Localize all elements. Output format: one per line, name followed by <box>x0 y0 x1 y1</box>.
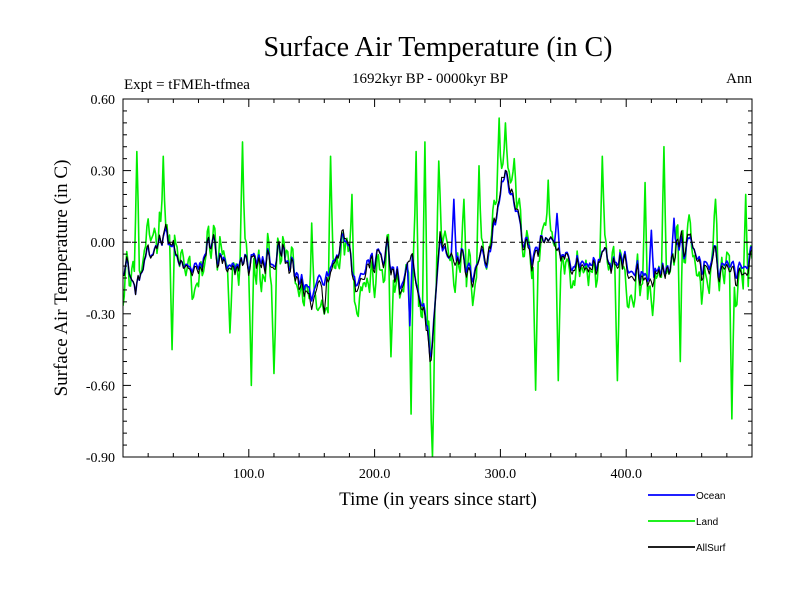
series-layer <box>123 117 752 457</box>
axes-layer: -0.90 -0.60 -0.30 0.00 0.30 0.60 100.0 200.0 300… <box>86 93 753 482</box>
series-line-allsurf <box>123 170 752 363</box>
expt-label: Expt = tFMEh-tfmea <box>124 77 250 93</box>
y-tick-label: -0.60 <box>86 379 115 394</box>
y-tick-label: -0.30 <box>86 308 115 323</box>
x-tick-label: 100.0 <box>233 467 265 482</box>
y-tick-label: 0.60 <box>91 93 116 108</box>
y-tick-label: 0.30 <box>91 165 116 180</box>
y-axis-label: Surface Air Temperature (in C) <box>51 160 72 397</box>
legend: Ocean Land AllSurf <box>648 491 726 554</box>
x-tick-label: 400.0 <box>610 467 642 482</box>
period-label: 1692kyr BP - 0000kyr BP <box>352 71 508 87</box>
x-tick-label: 300.0 <box>485 467 517 482</box>
season-label: Ann <box>726 71 752 87</box>
legend-label-allsurf: AllSurf <box>696 543 726 554</box>
legend-label-land: Land <box>696 517 718 528</box>
series-line-land <box>123 117 752 457</box>
legend-label-ocean: Ocean <box>696 491 725 502</box>
chart-title: Surface Air Temperature (in C) <box>264 32 613 63</box>
x-tick-label: 200.0 <box>359 467 391 482</box>
y-tick-label: -0.90 <box>86 451 115 466</box>
y-tick-label: 0.00 <box>91 236 116 251</box>
x-axis-label: Time (in years since start) <box>339 489 537 510</box>
